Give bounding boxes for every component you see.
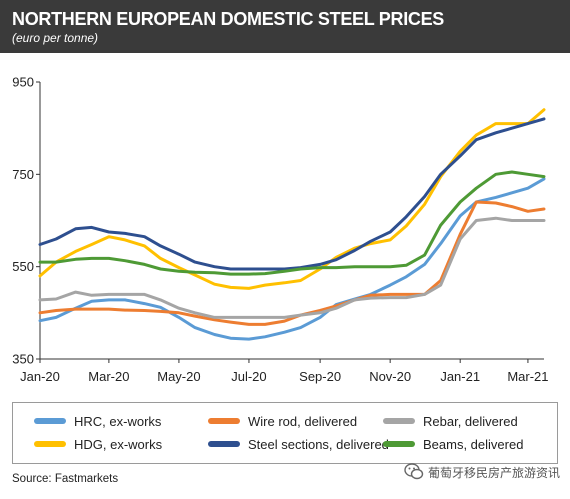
- series-line-hrc-ex-works: [38, 177, 546, 341]
- series-line-wire-rod-delivered: [38, 200, 546, 326]
- watermark-text: 葡萄牙移民房产旅游资讯: [427, 465, 560, 480]
- y-tick-label: 750: [12, 167, 34, 182]
- legend-swatch-hdg: [34, 441, 66, 447]
- x-tick-label: May-20: [157, 369, 200, 384]
- chart-subtitle: (euro per tonne): [12, 31, 99, 45]
- legend-item-hdg: HDG, ex-works: [34, 436, 162, 452]
- x-tick-label: Mar-20: [88, 369, 129, 384]
- tick-labels: 350 550 750 950 Jan-20 Mar-20 May-20 Jul-20 Sep-…: [12, 75, 548, 385]
- series-line-hdg-ex-works: [38, 108, 546, 290]
- x-tick-label: Nov-20: [369, 369, 411, 384]
- series-line-steel-sections-delivered: [38, 117, 546, 271]
- legend: HRC, ex-works Wire rod, delivered Rebar,…: [12, 402, 558, 464]
- watermark: 葡萄牙移民房产旅游资讯: [404, 462, 560, 482]
- chart-title: NORTHERN EUROPEAN DOMESTIC STEEL PRICES: [12, 9, 445, 29]
- axes: [36, 81, 544, 363]
- series-line-beams-delivered: [38, 170, 546, 276]
- legend-label-wire-rod: Wire rod, delivered: [248, 413, 358, 429]
- x-tick-label: Sep-20: [299, 369, 341, 384]
- legend-label-hdg: HDG, ex-works: [74, 436, 163, 452]
- legend-label-rebar: Rebar, delivered: [423, 413, 518, 429]
- legend-item-hrc: HRC, ex-works: [34, 413, 161, 429]
- title-bar: NORTHERN EUROPEAN DOMESTIC STEEL PRICES …: [0, 0, 570, 53]
- legend-swatch-wire-rod: [208, 418, 240, 424]
- source-note: Source: Fastmarkets: [12, 473, 119, 485]
- legend-swatch-beams: [383, 441, 415, 447]
- x-tick-label: Jan-21: [440, 369, 480, 384]
- legend-swatch-hrc: [34, 418, 66, 424]
- legend-item-rebar: Rebar, delivered: [383, 413, 518, 429]
- wechat-icon: [404, 463, 424, 480]
- legend-label-hrc: HRC, ex-works: [74, 413, 162, 429]
- x-tick-label: Jan-20: [20, 369, 60, 384]
- x-tick-label: Jul-20: [231, 369, 266, 384]
- legend-label-beams: Beams, delivered: [423, 436, 524, 452]
- y-tick-label: 350: [12, 352, 34, 367]
- series-line-rebar-delivered: [38, 216, 546, 319]
- line-chart: 350 550 750 950 Jan-20 Mar-20 May-20 Jul-20 Sep-…: [12, 75, 548, 385]
- legend-item-steel-sections: Steel sections, delivered: [208, 436, 389, 452]
- series-lines: [38, 108, 546, 341]
- legend-item-wire-rod: Wire rod, delivered: [208, 413, 357, 429]
- legend-swatch-steel-sections: [208, 441, 240, 447]
- legend-swatch-rebar: [383, 418, 415, 424]
- y-tick-label: 950: [12, 75, 34, 90]
- legend-label-steel-sections: Steel sections, delivered: [248, 436, 389, 452]
- legend-item-beams: Beams, delivered: [383, 436, 523, 452]
- x-tick-label: Mar-21: [507, 369, 548, 384]
- y-tick-label: 550: [12, 259, 34, 274]
